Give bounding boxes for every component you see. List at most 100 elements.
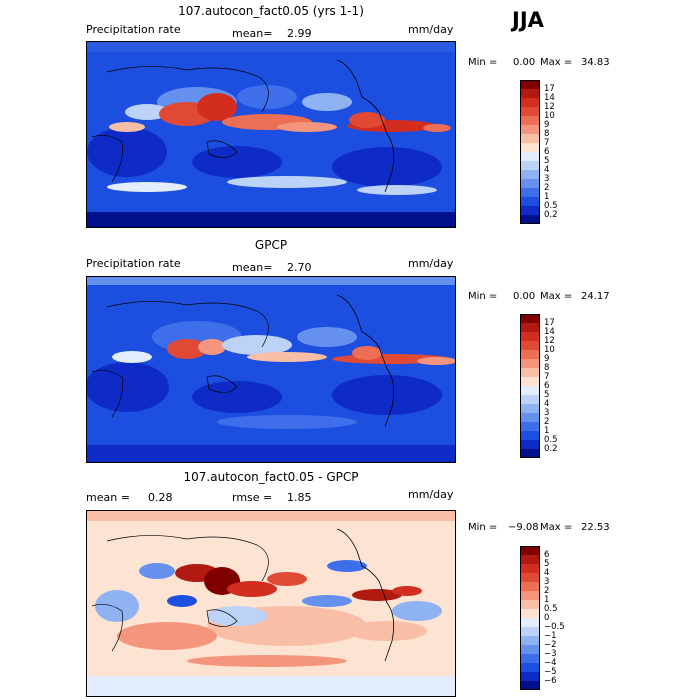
panel-1-colorbar-tick: 6 (544, 147, 550, 157)
panel-2-colorbar-bin (520, 440, 540, 449)
panel-3-colorbar-bin (520, 663, 540, 672)
panel-2-colorbar-bin (520, 314, 540, 323)
panel-2-mean-label: mean= (232, 261, 273, 274)
panel-1-colorbar-tick: 9 (544, 120, 550, 130)
panel-3-title: 107.autocon_fact0.05 - GPCP (183, 470, 359, 484)
panel-3-colorbar-bin (520, 636, 540, 645)
panel-3-colorbar-tick: −3 (544, 649, 557, 659)
panel-3-map (86, 510, 456, 697)
panel-1-colorbar-tick: 1 (544, 192, 550, 202)
panel-1-colorbar-bin (520, 80, 540, 89)
panel-2-colorbar-bin (520, 422, 540, 431)
panel-3-colorbar-bin (520, 546, 540, 555)
panel-1-colorbar-tick: 17 (544, 84, 555, 94)
panel-3-rmse-label: rmse = (232, 491, 273, 504)
panel-3-colorbar-tick: −4 (544, 658, 557, 668)
panel-3-colorbar-bin (520, 600, 540, 609)
panel-3-colorbar-tick: −0.5 (544, 622, 565, 632)
panel-2-min-value: 0.00 (513, 291, 536, 302)
panel-3-units: mm/day (408, 488, 454, 501)
panel-3-max-value: 22.53 (581, 522, 610, 533)
panel-3-colorbar-tick: −6 (544, 676, 557, 686)
panel-3-colorbar-bin (520, 555, 540, 564)
season-label: JJA (512, 8, 544, 32)
panel-3-colorbar-tick: −5 (544, 667, 557, 677)
panel-2-colorbar-tick: 8 (544, 363, 550, 373)
panel-1-variable-label: Precipitation rate (86, 23, 181, 36)
panel-2-colorbar-bin (520, 323, 540, 332)
panel-3-colorbar-tick: 6 (544, 550, 550, 560)
panel-1-colorbar-bin (520, 206, 540, 215)
panel-1-mean-value: 2.99 (287, 27, 312, 40)
panel-2-min-label: Min = (468, 291, 498, 302)
panel-1-max-value: 34.83 (581, 57, 610, 68)
panel-1-colorbar-bin (520, 215, 540, 224)
panel-2-colorbar-bin (520, 431, 540, 440)
panel-2-max-value: 24.17 (581, 291, 610, 302)
panel-2-colorbar-bin (520, 377, 540, 386)
panel-3-colorbar-tick: 3 (544, 577, 550, 587)
panel-1-colorbar-bin (520, 107, 540, 116)
panel-2-max-label: Max = (540, 291, 573, 302)
panel-3-colorbar-bin (520, 591, 540, 600)
panel-3-min-value: −9.08 (508, 522, 539, 533)
panel-2-colorbar-tick: 1 (544, 426, 550, 436)
panel-1-map (86, 41, 456, 228)
panel-1-colorbar-bin (520, 89, 540, 98)
panel-2-colorbar-tick: 3 (544, 408, 550, 418)
panel-2-colorbar-tick: 7 (544, 372, 550, 382)
panel-2-colorbar-bin (520, 395, 540, 404)
panel-1-colorbar-bin (520, 188, 540, 197)
panel-1-title: 107.autocon_fact0.05 (yrs 1-1) (178, 4, 364, 18)
panel-1-colorbar-tick: 4 (544, 165, 550, 175)
panel-2-map (86, 276, 456, 463)
panel-3-colorbar-bin (520, 681, 540, 690)
panel-2-colorbar-tick: 2 (544, 417, 550, 427)
panel-1-colorbar-bin (520, 134, 540, 143)
panel-1-colorbar-tick: 7 (544, 138, 550, 148)
panel-2-colorbar-tick: 10 (544, 345, 555, 355)
panel-1-min-label: Min = (468, 57, 498, 68)
panel-2-colorbar-tick: 0.2 (544, 444, 558, 454)
panel-2-units: mm/day (408, 257, 454, 270)
panel-3-rmse-value: 1.85 (287, 491, 312, 504)
panel-2-colorbar-bin (520, 413, 540, 422)
panel-3-difference-field (87, 511, 455, 696)
panel-2-variable-label: Precipitation rate (86, 257, 181, 270)
panel-2-colorbar-tick: 5 (544, 390, 550, 400)
panel-1-colorbar-tick: 3 (544, 174, 550, 184)
panel-1-colorbar-bin (520, 161, 540, 170)
panel-3-colorbar-bin (520, 582, 540, 591)
panel-2-colorbar-tick: 6 (544, 381, 550, 391)
panel-1-colorbar-bin (520, 152, 540, 161)
panel-1-colorbar-tick: 12 (544, 102, 555, 112)
panel-3-mean-label: mean = (86, 491, 130, 504)
panel-2-colorbar-bin (520, 404, 540, 413)
panel-3-mean-value: 0.28 (148, 491, 173, 504)
panel-1-colorbar-bin (520, 125, 540, 134)
panel-3-colorbar-bin (520, 672, 540, 681)
panel-2-colorbar-tick: 0.5 (544, 435, 558, 445)
panel-1-colorbar-tick: 10 (544, 111, 555, 121)
panel-2-colorbar-bin (520, 359, 540, 368)
panel-1-precip-field (87, 42, 455, 227)
panel-3-colorbar-bin (520, 627, 540, 636)
panel-1-colorbar-bin (520, 143, 540, 152)
panel-3-colorbar-bin (520, 618, 540, 627)
panel-1-colorbar-bin (520, 170, 540, 179)
panel-1-colorbar-tick: 0.2 (544, 210, 558, 220)
panel-1-colorbar-bin (520, 98, 540, 107)
panel-2-colorbar-bin (520, 449, 540, 458)
panel-1-colorbar-tick: 14 (544, 93, 555, 103)
panel-3-min-label: Min = (468, 522, 498, 533)
panel-3-colorbar-bin (520, 573, 540, 582)
panel-2-colorbar-bin (520, 368, 540, 377)
panel-3-colorbar-tick: 0.5 (544, 604, 558, 614)
panel-3-colorbar-tick: 5 (544, 559, 550, 569)
panel-2-colorbar-tick: 4 (544, 399, 550, 409)
panel-1-colorbar-bin (520, 179, 540, 188)
panel-2-colorbar-tick: 12 (544, 336, 555, 346)
panel-3-colorbar-tick: −1 (544, 631, 557, 641)
panel-1-mean-label: mean= (232, 27, 273, 40)
panel-3-colorbar-tick: 2 (544, 586, 550, 596)
